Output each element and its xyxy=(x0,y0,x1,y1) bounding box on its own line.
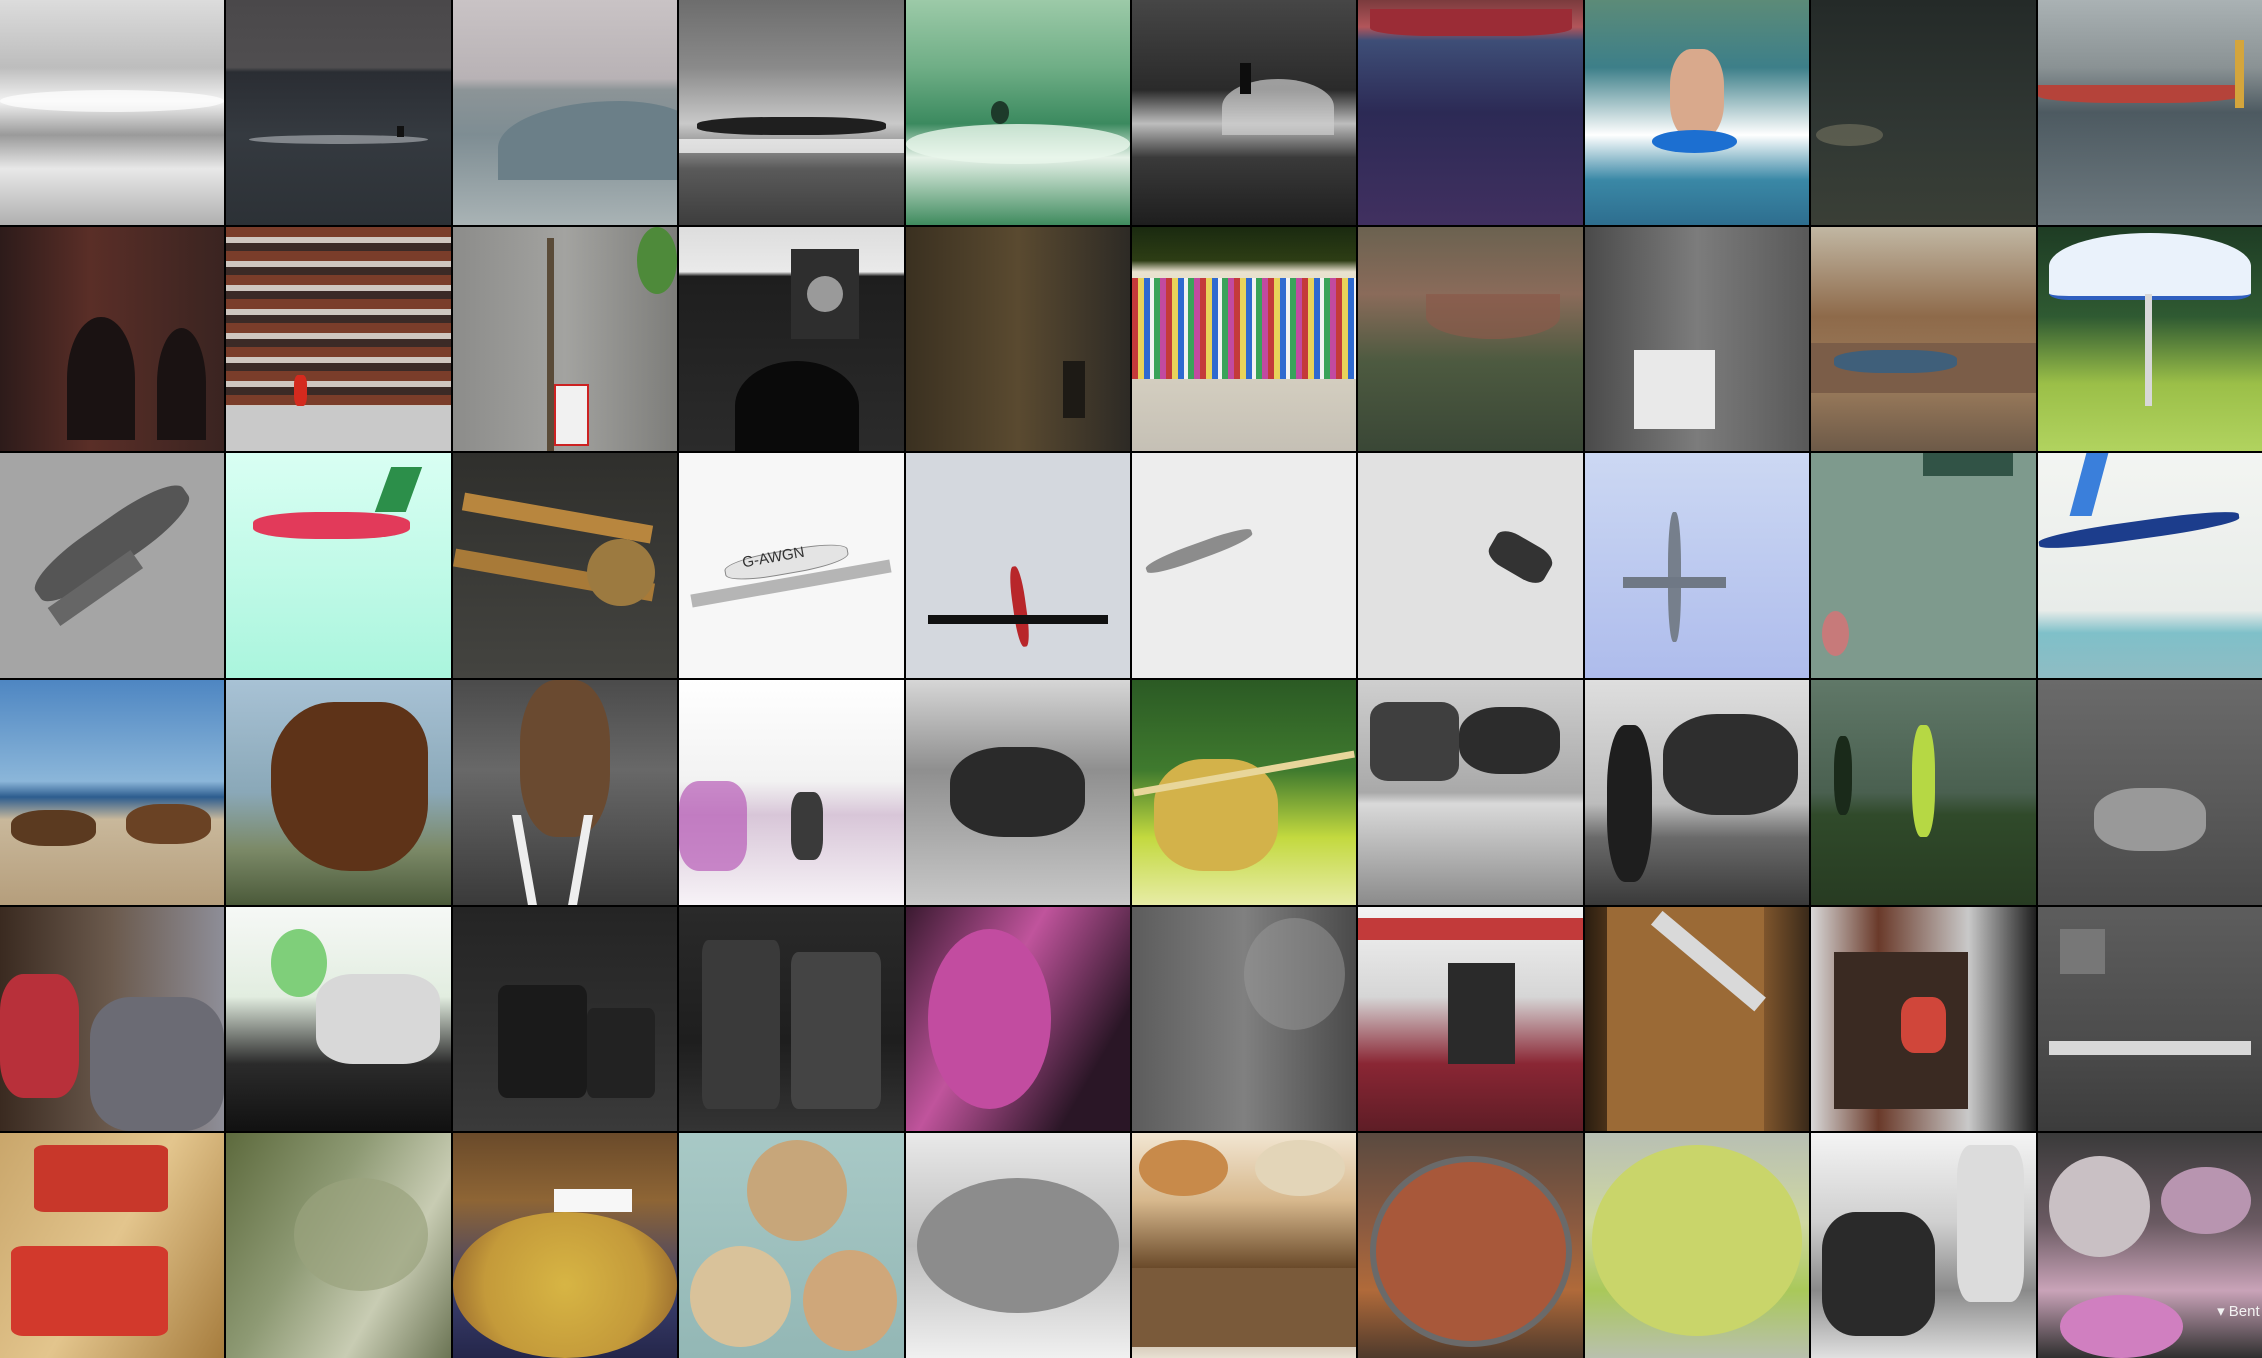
tile-boat-pole-man xyxy=(2037,0,2262,225)
tile-red-jet xyxy=(226,453,451,678)
tile-horse-head xyxy=(226,680,451,905)
tile-fighter-banking xyxy=(1358,453,1583,678)
tile-stew-pot xyxy=(1358,1133,1583,1358)
tile-bento-trays xyxy=(679,1133,904,1358)
tile-wave-breaking xyxy=(452,0,678,225)
tile-surfers-paddling xyxy=(679,0,904,225)
tile-street-signs xyxy=(452,226,678,452)
tile-ocean-waves xyxy=(0,0,225,225)
tile-cheese-pie xyxy=(1584,1133,1810,1358)
tile-bento-sketch xyxy=(1811,1133,2036,1358)
tile-apartment-block xyxy=(226,226,451,452)
tile-close-up-food xyxy=(226,1133,451,1358)
tile-green-surf xyxy=(905,0,1130,225)
tile-beach-soccer xyxy=(1811,680,2036,905)
tile-brick-arches xyxy=(0,226,225,452)
tile-dark-interior xyxy=(1131,906,1357,1132)
tile-square-pizza xyxy=(0,1133,225,1358)
tile-airport-trolley xyxy=(1358,906,1583,1132)
tile-pizza-plate xyxy=(905,1133,1130,1358)
tile-white-horse-rider xyxy=(2037,680,2262,905)
tile-desk-room xyxy=(2037,906,2262,1132)
tile-fridge-interior xyxy=(1811,906,2036,1132)
tile-biplane xyxy=(452,453,678,678)
tile-suitcase-stack xyxy=(679,906,904,1132)
tile-jet-silhouette xyxy=(1131,453,1357,678)
tile-loaded-pizza xyxy=(452,1133,678,1358)
tile-woman-with-horse xyxy=(1584,680,1810,905)
tile-surfer-dusk xyxy=(226,0,451,225)
tile-airliner-red xyxy=(905,453,1130,678)
tile-green-sky-plane xyxy=(1811,453,2036,678)
tile-dessert-table: ▾ Bent xyxy=(2037,1133,2262,1358)
tile-pink-plush xyxy=(905,906,1130,1132)
tile-boat-on-water xyxy=(1358,0,1583,225)
tile-canal-town xyxy=(1811,226,2036,452)
tile-scissors-on-box xyxy=(1584,906,1810,1132)
tile-jet-overhead xyxy=(1584,453,1810,678)
tile-girl-bodyboard xyxy=(1584,0,1810,225)
tile-dark-suitcases xyxy=(452,906,678,1132)
tile-patio-umbrella xyxy=(2037,226,2262,452)
tile-surfer-on-wave xyxy=(1131,0,1357,225)
tile-horse-parking-lot xyxy=(452,680,678,905)
tile-mural-figures xyxy=(679,680,904,905)
tile-jousting-knight xyxy=(1131,680,1357,905)
tile-small-monoplane: G-AWGN xyxy=(679,453,904,678)
tile-beach-horse-race xyxy=(0,680,225,905)
tile-river-bridge xyxy=(1358,226,1583,452)
tile-pack-horse xyxy=(905,680,1130,905)
tile-clock-tower-arch xyxy=(679,226,904,452)
tile-striped-fabric xyxy=(1131,226,1357,452)
tile-horse-carriage xyxy=(1358,680,1583,905)
tile-bags-in-room xyxy=(0,906,225,1132)
tile-old-building xyxy=(905,226,1130,452)
tile-restaurant-table xyxy=(1131,1133,1357,1358)
caption-text: ▾ Bent xyxy=(2217,1303,2260,1321)
tile-fighter-plane-blur xyxy=(0,453,225,678)
tile-blurred-street xyxy=(1584,226,1810,452)
tile-dark-sea xyxy=(1811,0,2036,225)
tile-doll-in-car xyxy=(226,906,451,1132)
tile-colorful-airliner xyxy=(2037,453,2262,678)
